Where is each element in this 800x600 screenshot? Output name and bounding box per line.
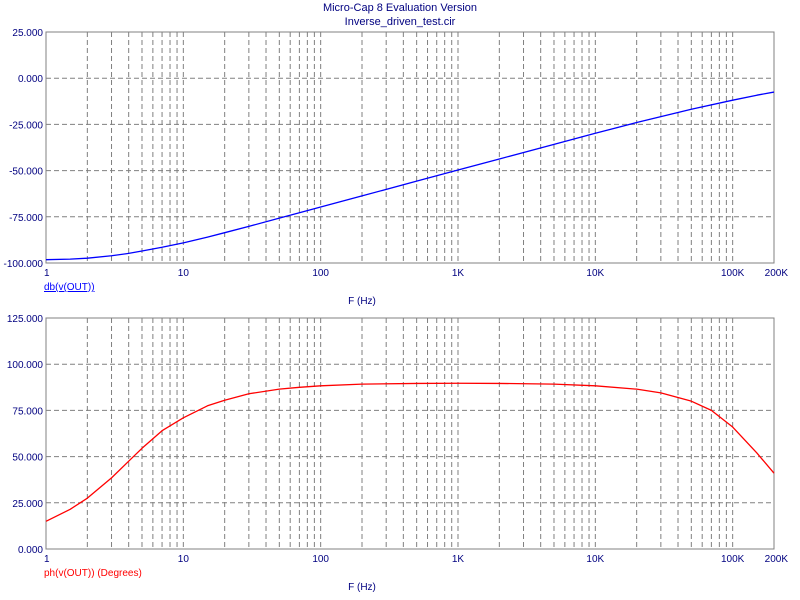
y-tick-label: 75.000 <box>12 406 43 417</box>
y-tick-label: -75.000 <box>9 213 43 224</box>
y-tick-label: 100.000 <box>7 360 44 371</box>
x-tick-label: 1K <box>452 268 465 279</box>
y-tick-label: -50.000 <box>9 167 43 178</box>
x-tick-label: 10 <box>178 554 190 565</box>
y-axis-label[interactable]: db(v(OUT)) <box>44 282 95 293</box>
series-line <box>45 382 775 522</box>
plot-frame <box>45 31 775 264</box>
x-tick-label: 200K <box>765 268 789 279</box>
x-tick-label: 100K <box>721 268 745 279</box>
x-tick-label: 1K <box>452 554 465 565</box>
y-tick-label: 0.000 <box>18 545 43 556</box>
y-tick-label: 25.000 <box>12 499 43 510</box>
x-tick-label: 1 <box>44 554 50 565</box>
y-tick-label: 50.000 <box>12 453 43 464</box>
x-tick-label: 100 <box>312 554 329 565</box>
x-tick-label: 10K <box>586 268 604 279</box>
chart-panel-1: 25.000 0.000 -25.000 -50.000 -75.000 -100.000… <box>4 28 789 307</box>
x-tick-label: 10 <box>178 268 190 279</box>
series-line <box>45 91 775 261</box>
y-axis-label[interactable]: ph(v(OUT)) (Degrees) <box>44 568 142 579</box>
x-axis-label: F (Hz) <box>348 582 376 593</box>
x-tick-label: 200K <box>765 554 789 565</box>
plot-frame <box>45 317 775 550</box>
y-tick-label: 125.000 <box>7 314 44 325</box>
y-tick-label: 0.000 <box>18 74 43 85</box>
x-axis-label: F (Hz) <box>348 296 376 307</box>
x-tick-label: 1 <box>44 268 50 279</box>
x-tick-label: 100K <box>721 554 745 565</box>
window-title: Micro-Cap 8 Evaluation Version <box>322 2 478 14</box>
y-tick-label: -25.000 <box>9 120 43 131</box>
circuit-file-name: Inverse_driven_test.cir <box>344 16 456 28</box>
y-tick-label: 25.000 <box>12 28 43 39</box>
x-tick-label: 10K <box>586 554 604 565</box>
y-tick-label: -100.000 <box>4 259 44 270</box>
x-tick-label: 100 <box>312 268 329 279</box>
